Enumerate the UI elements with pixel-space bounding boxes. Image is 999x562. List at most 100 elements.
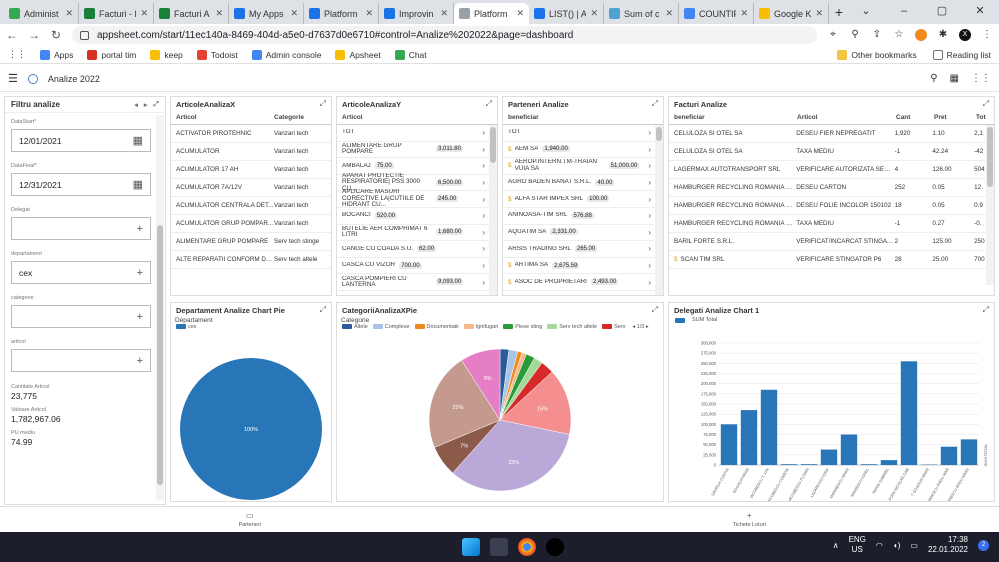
expand-icon[interactable]: ⤢ — [153, 100, 159, 108]
bookmark-item[interactable]: keep — [150, 49, 183, 60]
chevron-right-icon[interactable]: › — [482, 178, 485, 188]
browser-tab[interactable]: Administ ✕ — [4, 3, 79, 24]
table-row[interactable]: ACUMULATOR 7A/12V Vanzari tech — [171, 179, 331, 197]
chevron-right-icon[interactable]: › — [482, 244, 485, 254]
bookmark-item[interactable]: Chat — [394, 49, 427, 60]
filter-input[interactable]: + — [11, 305, 151, 328]
list-item[interactable]: TOT › — [337, 125, 489, 142]
chevron-right-icon[interactable]: › — [648, 144, 651, 154]
table-row[interactable]: HAMBURGER RECYCLING ROMANIA SRL DESEU CAR… — [669, 179, 994, 197]
list-item[interactable]: $ AEROP.INTERN.TM-TRAIAN VUIA SA 51,000.00… — [503, 158, 655, 175]
reload-icon[interactable]: ↻ — [50, 28, 62, 42]
back-icon[interactable]: ← — [6, 28, 18, 42]
filter-input[interactable]: + — [11, 217, 151, 240]
bar[interactable] — [840, 434, 858, 466]
chevron-right-icon[interactable]: › — [648, 261, 651, 271]
taskview-icon[interactable] — [490, 538, 508, 556]
table-row[interactable]: CELULOZA SI OTEL SA TAXA MEDIU -1 42.24 -42 — [669, 143, 994, 161]
browser-tab[interactable]: Facturi - F ✕ — [79, 3, 154, 24]
filter-input[interactable]: 12/01/2021 ▦ — [11, 129, 151, 152]
tab-close-icon[interactable]: ✕ — [365, 8, 373, 18]
calendar-icon[interactable]: ▦ — [132, 179, 143, 191]
tab-close-icon[interactable]: ✕ — [665, 8, 673, 18]
bar[interactable] — [720, 424, 738, 465]
profile-avatar[interactable]: X — [959, 29, 971, 41]
plus-icon[interactable]: + — [136, 266, 143, 279]
chevron-down-icon[interactable]: ⌄ — [861, 5, 871, 17]
browser-tab[interactable]: Google K ✕ — [754, 3, 829, 24]
view-options-icon[interactable]: ⋮⋮ — [971, 73, 991, 84]
list-item[interactable]: AQUATIM SA 2,331.00 › — [503, 225, 655, 242]
list-item[interactable]: $ ALFA STAR IMPEX SRL 100.00 › — [503, 191, 655, 208]
bookmark-item[interactable]: Apps — [40, 49, 73, 60]
zoom-icon[interactable]: ⚲ — [851, 29, 859, 40]
tab-close-icon[interactable]: ✕ — [140, 8, 148, 18]
minimize-icon[interactable]: – — [900, 5, 908, 17]
chevron-right-icon[interactable]: › — [482, 194, 485, 204]
list-item[interactable]: APLICARE MASURI CORECTIVE LA|CUTIILE DE … — [337, 189, 489, 208]
legend-item[interactable]: Ignifugari — [463, 324, 498, 330]
list-item[interactable]: CASCA CU VIZOR 700.00 › — [337, 258, 489, 275]
puzzle-icon[interactable]: ✱ — [938, 29, 948, 40]
expand-icon[interactable]: ⤢ — [319, 99, 326, 108]
tab-close-icon[interactable]: ✕ — [516, 8, 524, 18]
nav-parteneri[interactable]: ▭ Parteneri — [0, 507, 500, 532]
pie-slice[interactable] — [452, 419, 570, 492]
table-row[interactable]: ACUMULATOR CENTRALA DET... Vanzari tech — [171, 197, 331, 215]
chevron-right-icon[interactable]: › — [482, 227, 485, 237]
legend-item[interactable]: Altele — [342, 324, 368, 330]
tab-close-icon[interactable]: ✕ — [290, 8, 298, 18]
legend-item[interactable]: Piese sting — [503, 324, 542, 330]
battery-icon[interactable]: ▭ — [910, 540, 918, 550]
pie-slice[interactable] — [428, 359, 501, 448]
tab-close-icon[interactable]: ✕ — [740, 8, 748, 18]
share-icon[interactable]: ⇪ — [872, 29, 882, 40]
bar[interactable] — [740, 410, 758, 465]
legend-item[interactable]: Serv — [602, 324, 625, 330]
table-row[interactable]: BARIL FORTE S.R.L. VERIFICAT/INCARCAT STI… — [669, 233, 994, 251]
chevron-right-icon[interactable]: › — [648, 128, 651, 138]
list-item[interactable]: BOCANCI 520.00 › — [337, 208, 489, 225]
wifi-icon[interactable]: ◠ — [875, 540, 883, 550]
bar[interactable] — [780, 464, 798, 465]
language-indicator[interactable]: ENG US — [849, 535, 866, 554]
apps-grid-icon[interactable]: ⋮⋮ — [8, 49, 26, 59]
filter-input[interactable]: 12/31/2021 ▦ — [11, 173, 151, 196]
parteneri-scrollbar[interactable] — [655, 125, 663, 295]
legend-item[interactable]: Serv tech altele — [547, 324, 597, 330]
browser-tab[interactable]: COUNTIF ✕ — [679, 3, 754, 24]
chevron-right-icon[interactable]: › — [482, 161, 485, 171]
table-row[interactable]: ALIMENTARE GRUP POMPARE Serv tech stinge — [171, 233, 331, 251]
bar[interactable] — [760, 389, 778, 465]
chevron-right-icon[interactable]: › — [482, 211, 485, 221]
legend-item[interactable]: cex — [176, 324, 197, 330]
tab-close-icon[interactable]: ✕ — [440, 8, 448, 18]
bar[interactable] — [860, 464, 878, 465]
chevron-right-icon[interactable]: › — [648, 277, 651, 287]
prev-icon[interactable]: ◂ — [134, 101, 138, 109]
tab-close-icon[interactable]: ✕ — [65, 8, 73, 18]
bookmark-item[interactable]: portal tim — [87, 49, 136, 60]
bar[interactable] — [940, 446, 958, 465]
list-item[interactable]: BUTELIE AER COMPRIMAT 6 LITRI 1,680.00 › — [337, 225, 489, 242]
bar[interactable] — [960, 439, 978, 465]
browser-tab[interactable]: Improvin ✕ — [379, 3, 454, 24]
x-app-icon[interactable] — [546, 538, 564, 556]
maximize-icon[interactable]: ▢ — [936, 5, 948, 17]
table-row[interactable]: HAMBURGER RECYCLING ROMANIA SRL DESEU FOL… — [669, 197, 994, 215]
chevron-right-icon[interactable]: › — [482, 261, 485, 271]
table-row[interactable]: ACUMULATOR GRUP POMPAR... Vanzari tech — [171, 215, 331, 233]
filter-scrollbar[interactable] — [156, 115, 164, 500]
table-row[interactable]: CELULOZA SI OTEL SA DESEU FIER NEPREGATIT… — [669, 125, 994, 143]
expand-icon[interactable]: ⤢ — [982, 305, 989, 314]
bookmark-item[interactable]: Apsheet — [335, 49, 381, 60]
bookmark-star-icon[interactable]: ☆ — [894, 29, 904, 40]
expand-icon[interactable]: ⤢ — [485, 99, 492, 108]
tab-close-icon[interactable]: ✕ — [815, 8, 823, 18]
close-icon[interactable]: ✕ — [975, 5, 985, 17]
table-row[interactable]: HAMBURGER RECYCLING ROMANIA SRL TAXA MEDI… — [669, 215, 994, 233]
list-item[interactable]: $ AEM SA 1,940.00 › — [503, 142, 655, 159]
more-icon[interactable]: ⋮ — [982, 29, 992, 40]
table-row[interactable]: ACUMULATOR Vanzari tech — [171, 143, 331, 161]
next-icon[interactable]: ▸ — [143, 101, 148, 109]
